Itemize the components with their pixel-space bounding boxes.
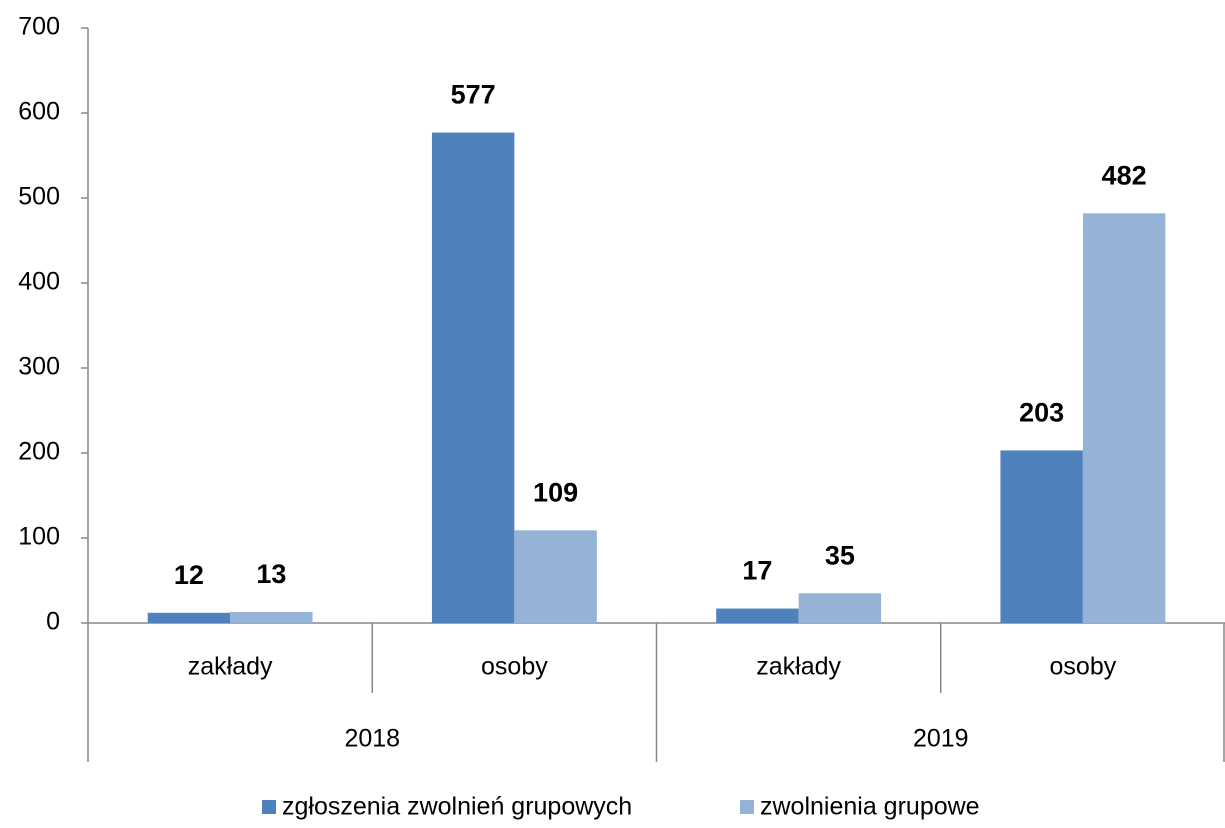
group-label: 2019 [913,725,969,753]
bar [147,612,231,623]
data-label: 109 [533,477,578,507]
y-tick-label: 0 [46,608,60,636]
data-label: 482 [1102,160,1147,190]
x-tick-label: zakłady [756,653,841,681]
data-label: 12 [174,560,204,590]
legend-label: zwolnienia grupowe [760,793,980,821]
y-tick-label: 700 [18,13,60,41]
legend-swatch [262,800,276,814]
legend-swatch [740,800,754,814]
y-tick-label: 300 [18,353,60,381]
y-tick-label: 500 [18,183,60,211]
bar [716,608,799,623]
data-label: 35 [825,540,855,570]
data-label: 17 [742,556,772,586]
bar [514,530,597,623]
bar [230,611,313,623]
legend-label: zgłoszenia zwolnień grupowych [282,793,632,821]
y-tick-label: 100 [18,523,60,551]
y-tick-label: 400 [18,268,60,296]
x-tick-label: zakłady [188,653,273,681]
x-tick-label: osoby [481,653,548,681]
bar [431,132,515,624]
data-label: 203 [1019,398,1064,428]
data-label: 13 [256,559,286,589]
x-tick-label: osoby [1050,653,1117,681]
y-tick-label: 200 [18,438,60,466]
bar [798,593,882,623]
y-tick-label: 600 [18,98,60,126]
bar [1082,213,1166,624]
data-label: 577 [451,80,496,110]
group-label: 2018 [344,725,400,753]
bar [1000,450,1083,623]
